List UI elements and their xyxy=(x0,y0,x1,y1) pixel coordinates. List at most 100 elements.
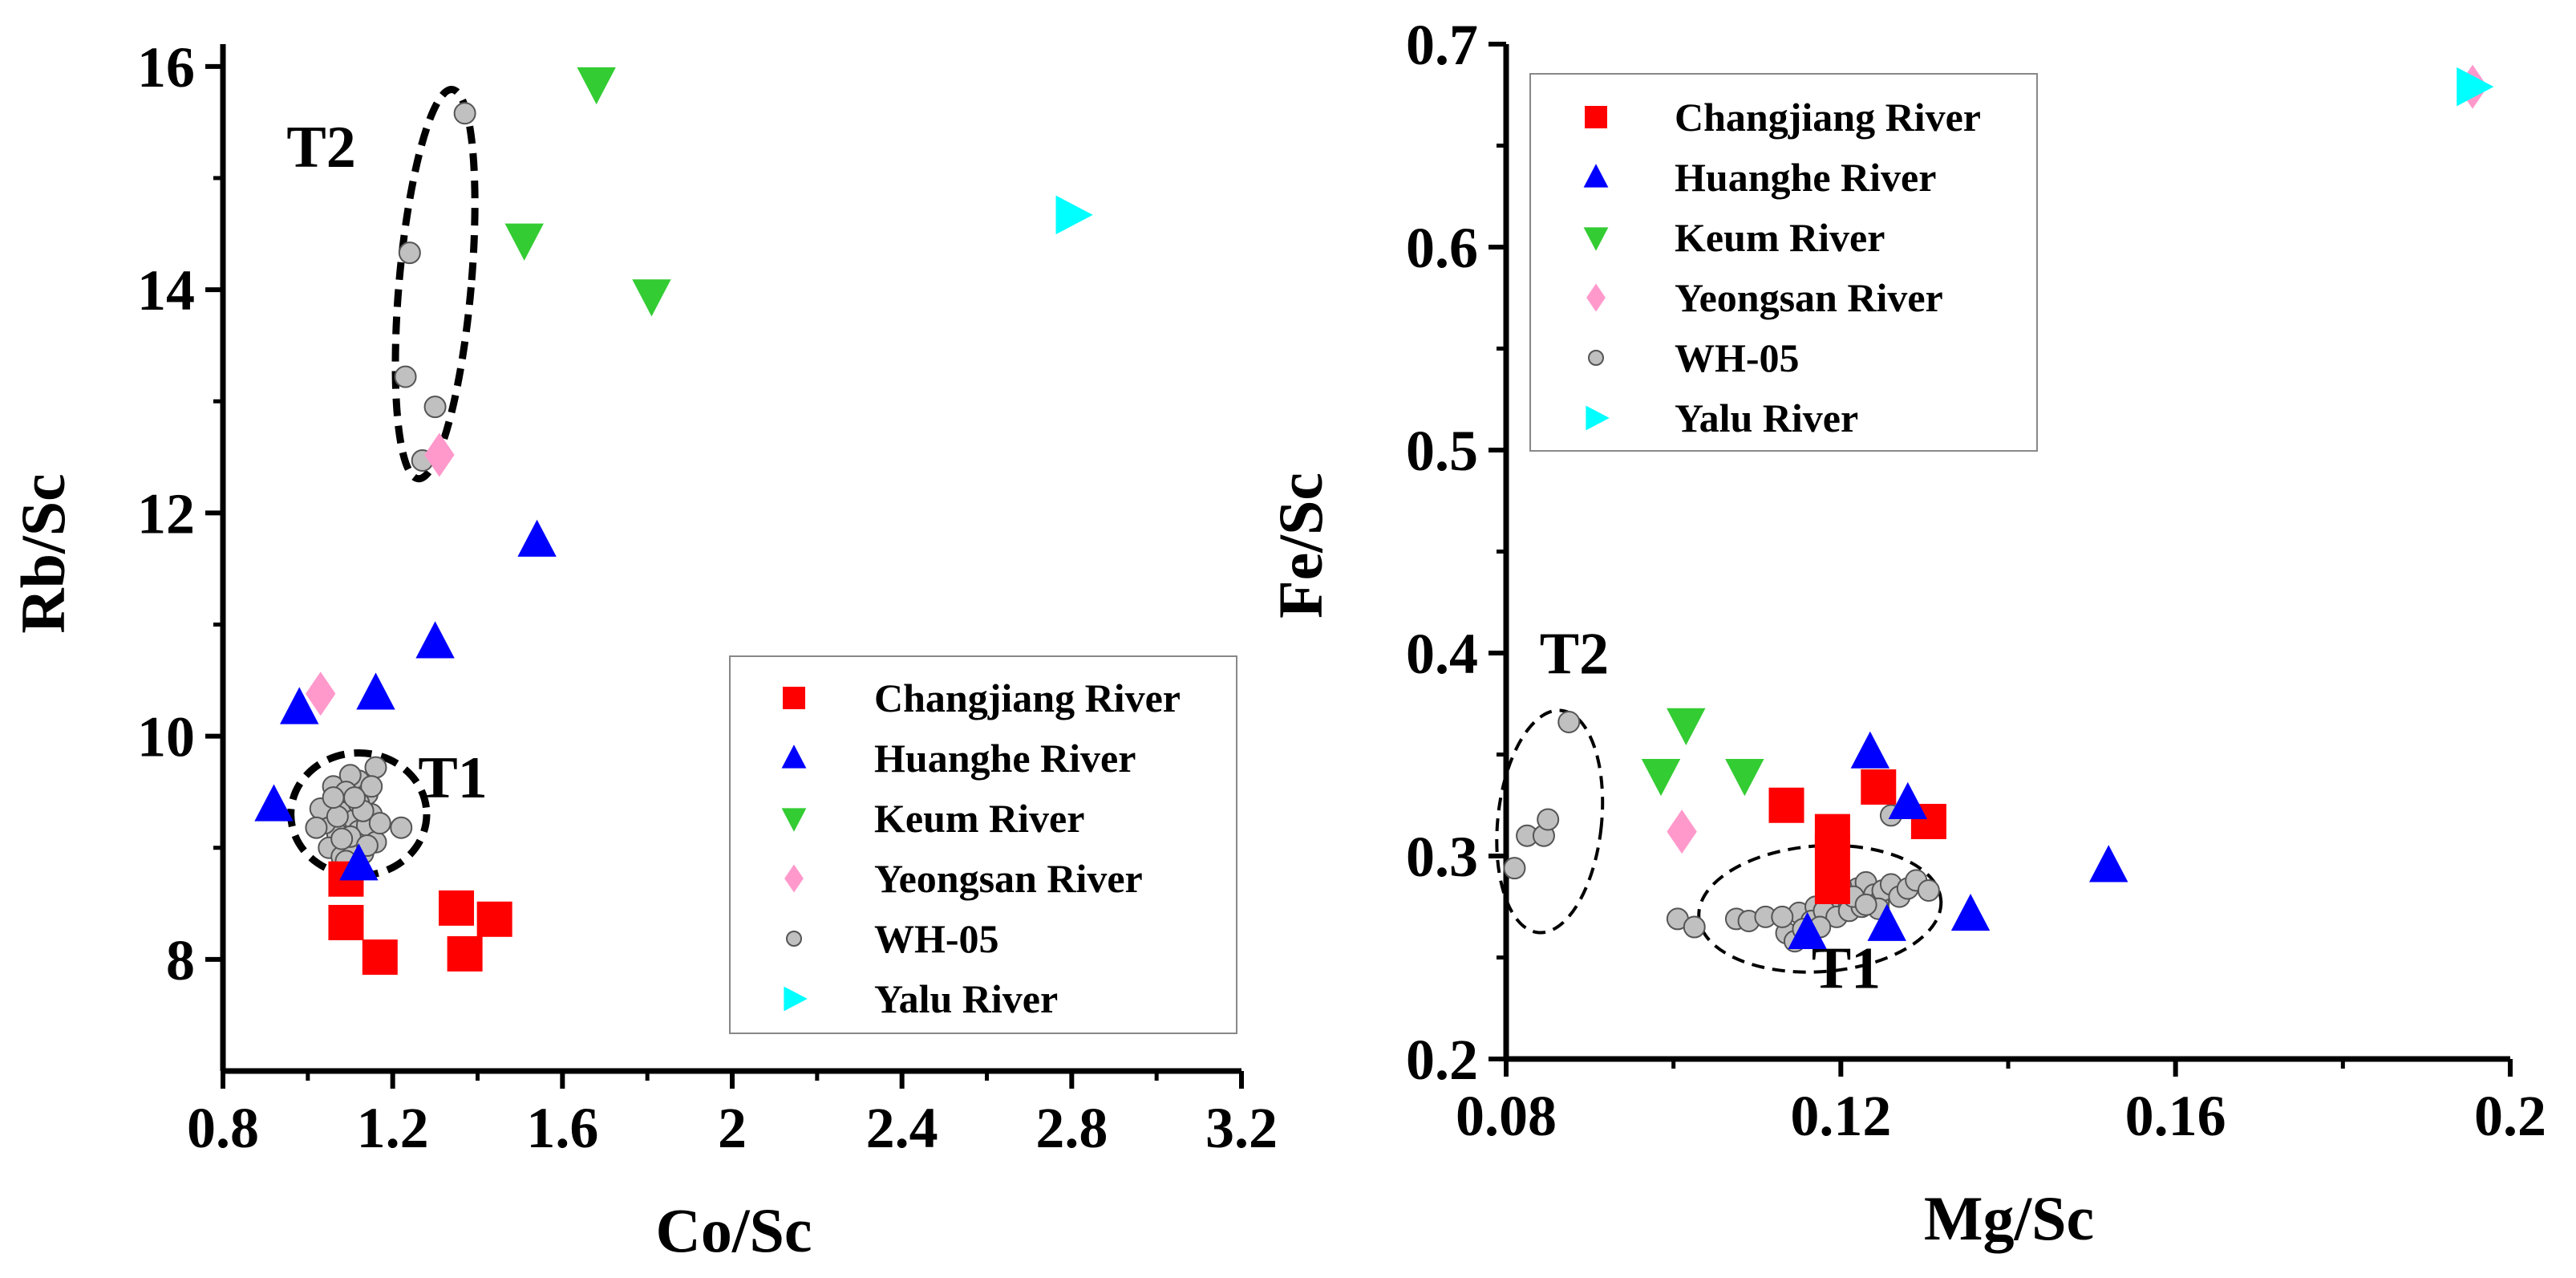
series-keum-river xyxy=(1641,708,1764,797)
legend-marker-keum-river xyxy=(781,808,807,832)
y-tick-label: 14 xyxy=(137,258,195,323)
y-tick-label: 10 xyxy=(137,705,195,769)
x-axis-label: Co/Sc xyxy=(656,1195,812,1265)
point-wh-05 xyxy=(453,102,476,125)
series-yalu-river xyxy=(1055,195,1093,235)
point-changjiang-river xyxy=(1814,868,1850,904)
point-changjiang-river xyxy=(328,904,364,940)
point-keum-river xyxy=(1725,759,1764,797)
legend-label-keum-river: Keum River xyxy=(1675,215,1885,260)
y-tick-label: 0.3 xyxy=(1406,825,1478,889)
legend-label-huanghe-river: Huanghe River xyxy=(874,736,1136,781)
legend-label-changjiang-river: Changjiang River xyxy=(874,676,1181,720)
cluster-t2-ellipse xyxy=(1495,708,1605,935)
legend-marker-keum-river xyxy=(1583,227,1609,251)
point-keum-river xyxy=(504,223,544,261)
legend-label-changjiang-river: Changjiang River xyxy=(1675,95,1981,140)
cluster-t2-ellipse xyxy=(391,86,479,483)
point-yeongsan-river xyxy=(424,432,455,477)
point-wh-05 xyxy=(1683,915,1706,939)
point-wh-05 xyxy=(322,786,345,809)
point-yeongsan-river xyxy=(306,671,336,716)
cluster-t1-ellipse xyxy=(287,749,431,880)
x-tick-label: 0.8 xyxy=(187,1096,259,1160)
point-huanghe-river xyxy=(280,687,319,724)
legend-marker-changjiang-river xyxy=(1585,106,1607,128)
point-wh-05 xyxy=(1537,808,1560,831)
legend-marker-wh-05 xyxy=(786,931,802,947)
legend-marker-yeongsan-river xyxy=(784,864,804,893)
cluster-t2-label: T2 xyxy=(1540,621,1609,687)
y-tick-label: 12 xyxy=(137,481,195,546)
point-yalu-river xyxy=(2457,67,2494,107)
series-keum-river xyxy=(504,67,671,317)
legend-box xyxy=(729,655,1237,1034)
legend: Changjiang River Huanghe River Keum River Y… xyxy=(729,655,1237,1034)
legend-label-yalu-river: Yalu River xyxy=(874,976,1058,1021)
point-changjiang-river xyxy=(1861,769,1897,805)
point-changjiang-river xyxy=(1814,834,1850,870)
point-wh-05 xyxy=(423,396,447,419)
point-keum-river xyxy=(1667,708,1706,745)
legend-marker-huanghe-river xyxy=(1583,164,1609,188)
series-huanghe-river xyxy=(254,519,557,881)
point-keum-river xyxy=(1641,759,1681,797)
point-wh-05 xyxy=(1557,711,1581,734)
point-keum-river xyxy=(632,279,671,317)
legend-label-yeongsan-river: Yeongsan River xyxy=(1675,275,1943,320)
point-huanghe-river xyxy=(356,672,395,710)
legend-marker-yalu-river xyxy=(1586,405,1610,431)
x-tick-label: 1.2 xyxy=(357,1096,429,1160)
point-keum-river xyxy=(577,67,616,105)
legend-box xyxy=(1529,73,2038,452)
point-huanghe-river xyxy=(2089,845,2128,882)
point-changjiang-river xyxy=(476,901,512,937)
series-huanghe-river xyxy=(1788,731,2128,949)
series-yalu-river xyxy=(2457,67,2494,107)
x-tick-label: 2.4 xyxy=(866,1096,938,1160)
chart-rb-sc-vs-co-sc: 0.8 1.2 1.6 2 2.4 2.8 3.2 8 10 12 14 16 Co/Sc Rb/Sc T2… xyxy=(8,35,1278,1265)
legend-marker-yalu-river xyxy=(784,986,808,1012)
chart-fe-sc-vs-mg-sc: 0.08 0.12 0.16 0.2 0.2 0.3 0.4 0.5 0.6 0.7 Mg/Sc Fe… xyxy=(1266,13,2546,1253)
y-tick-label: 8 xyxy=(166,928,195,992)
point-wh-05 xyxy=(390,816,413,839)
point-wh-05 xyxy=(330,827,354,850)
legend-label-yalu-river: Yalu River xyxy=(1675,396,1858,440)
legend-label-huanghe-river: Huanghe River xyxy=(1675,155,1936,200)
x-tick-label: 0.2 xyxy=(2474,1084,2546,1148)
point-wh-05 xyxy=(343,786,367,809)
legend-label-yeongsan-river: Yeongsan River xyxy=(874,856,1143,901)
legend-marker-yeongsan-river xyxy=(1586,283,1606,312)
x-tick-label: 2.8 xyxy=(1035,1096,1108,1160)
legend-label-wh-05: WH-05 xyxy=(874,916,999,961)
point-huanghe-river xyxy=(1950,893,1991,931)
x-axis-label: Mg/Sc xyxy=(1924,1183,2094,1253)
point-changjiang-river xyxy=(362,939,398,976)
point-wh-05 xyxy=(326,805,349,828)
point-huanghe-river xyxy=(415,621,455,659)
point-yalu-river xyxy=(1055,195,1093,235)
point-wh-05 xyxy=(364,756,387,779)
y-tick-label: 0.4 xyxy=(1406,622,1478,686)
y-tick-label: 0.6 xyxy=(1406,216,1478,280)
legend-marker-changjiang-river xyxy=(783,687,805,709)
point-wh-05 xyxy=(1771,905,1794,928)
point-wh-05 xyxy=(398,241,421,265)
point-wh-05 xyxy=(394,365,417,388)
point-wh-05 xyxy=(360,775,383,798)
series-yeongsan-river xyxy=(306,432,455,716)
x-tick-label: 2 xyxy=(718,1096,747,1160)
y-tick-label: 0.2 xyxy=(1406,1028,1478,1092)
legend: Changjiang River Huanghe River Keum River Y… xyxy=(1529,73,2038,452)
x-tick-label: 1.6 xyxy=(526,1096,598,1160)
legend-marker-wh-05 xyxy=(1588,350,1604,366)
x-tick-label: 0.16 xyxy=(2125,1084,2226,1148)
point-huanghe-river xyxy=(254,784,294,822)
point-wh-05 xyxy=(1503,857,1526,880)
y-tick-label: 0.5 xyxy=(1406,419,1478,483)
legend-marker-huanghe-river xyxy=(781,744,807,769)
point-changjiang-river xyxy=(439,890,475,926)
x-tick-label: 0.12 xyxy=(1790,1084,1891,1148)
cluster-t2-label: T2 xyxy=(286,115,355,181)
legend-label-wh-05: WH-05 xyxy=(1675,335,1800,380)
